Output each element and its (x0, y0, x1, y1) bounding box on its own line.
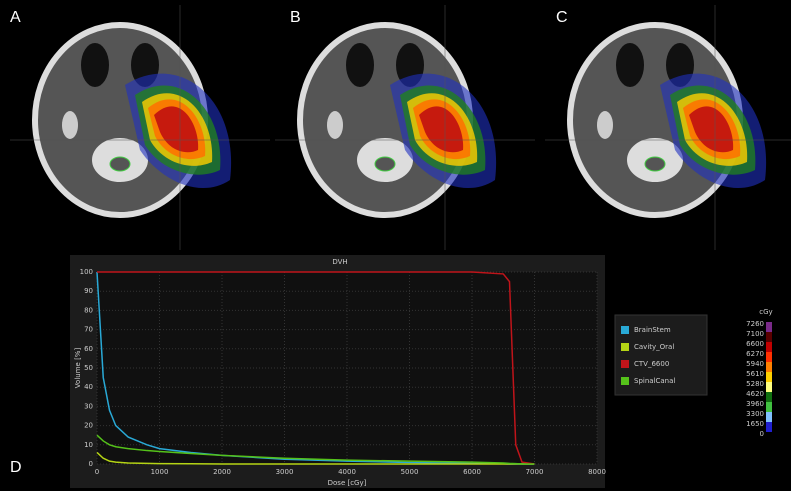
y-tick-label: 60 (84, 345, 93, 353)
x-axis-label: Dose [cGy] (328, 479, 367, 487)
chart-title: DVH (332, 258, 347, 266)
legend-label: Cavity_Oral (634, 343, 674, 351)
x-tick-label: 0 (95, 468, 99, 476)
series-line (96, 434, 535, 465)
y-tick-label: 70 (84, 326, 93, 334)
ct-panel (10, 5, 270, 250)
legend-swatch (621, 326, 629, 334)
colorbar-label: 5610 (746, 370, 764, 378)
colorbar-swatch (766, 352, 772, 362)
y-tick-label: 0 (89, 460, 93, 468)
colorbar-label: 6270 (746, 350, 764, 358)
x-tick-label: 7000 (526, 468, 544, 476)
panel-label: C (556, 9, 568, 26)
y-tick-label: 90 (84, 287, 93, 295)
x-tick-label: 3000 (276, 468, 294, 476)
legend-label: BrainStem (634, 326, 671, 334)
colorbar-label: 5940 (746, 360, 764, 368)
x-tick-label: 5000 (401, 468, 419, 476)
colorbar-label: 5280 (746, 380, 764, 388)
colorbar-label: 3960 (746, 400, 764, 408)
colorbar-swatch (766, 342, 772, 352)
colorbar-label: 7100 (746, 330, 764, 338)
legend-swatch (621, 360, 629, 368)
y-tick-label: 100 (80, 268, 93, 276)
colorbar-label: 4620 (746, 390, 764, 398)
colorbar-swatch (766, 382, 772, 392)
y-tick-label: 40 (84, 383, 93, 391)
colorbar-label: 6600 (746, 340, 764, 348)
x-tick-label: 4000 (338, 468, 356, 476)
colorbar-swatch (766, 422, 772, 432)
colorbar-unit: cGy (759, 308, 772, 316)
y-axis-label: Volume [%] (74, 348, 82, 389)
colorbar-label: 0 (760, 430, 764, 438)
panel-label: B (290, 9, 301, 26)
legend-label: CTV_6600 (634, 360, 669, 368)
colorbar-swatch (766, 432, 772, 442)
ct-panel (545, 5, 791, 250)
series-line (97, 271, 535, 465)
y-tick-label: 50 (84, 364, 93, 372)
y-tick-label: 10 (84, 441, 93, 449)
legend-swatch (621, 343, 629, 351)
x-tick-label: 8000 (588, 468, 606, 476)
y-tick-label: 80 (84, 306, 93, 314)
colorbar-swatch (766, 322, 772, 332)
colorbar-swatch (766, 332, 772, 342)
legend-swatch (621, 377, 629, 385)
colorbar-swatch (766, 402, 772, 412)
colorbar-swatch (766, 392, 772, 402)
y-tick-label: 30 (84, 402, 93, 410)
colorbar-swatch (766, 362, 772, 372)
x-tick-label: 6000 (463, 468, 481, 476)
ct-panel (275, 5, 535, 250)
colorbar-swatch (766, 412, 772, 422)
y-tick-label: 20 (84, 422, 93, 430)
colorbar-label: 7260 (746, 320, 764, 328)
x-tick-label: 2000 (213, 468, 231, 476)
colorbar-label: 1650 (746, 420, 764, 428)
legend (614, 314, 708, 396)
x-tick-label: 1000 (151, 468, 169, 476)
colorbar-label: 3300 (746, 410, 764, 418)
panel-label: A (10, 9, 21, 26)
legend-label: SpinalCanal (634, 377, 675, 385)
panel-label: D (10, 459, 22, 476)
colorbar-swatch (766, 372, 772, 382)
